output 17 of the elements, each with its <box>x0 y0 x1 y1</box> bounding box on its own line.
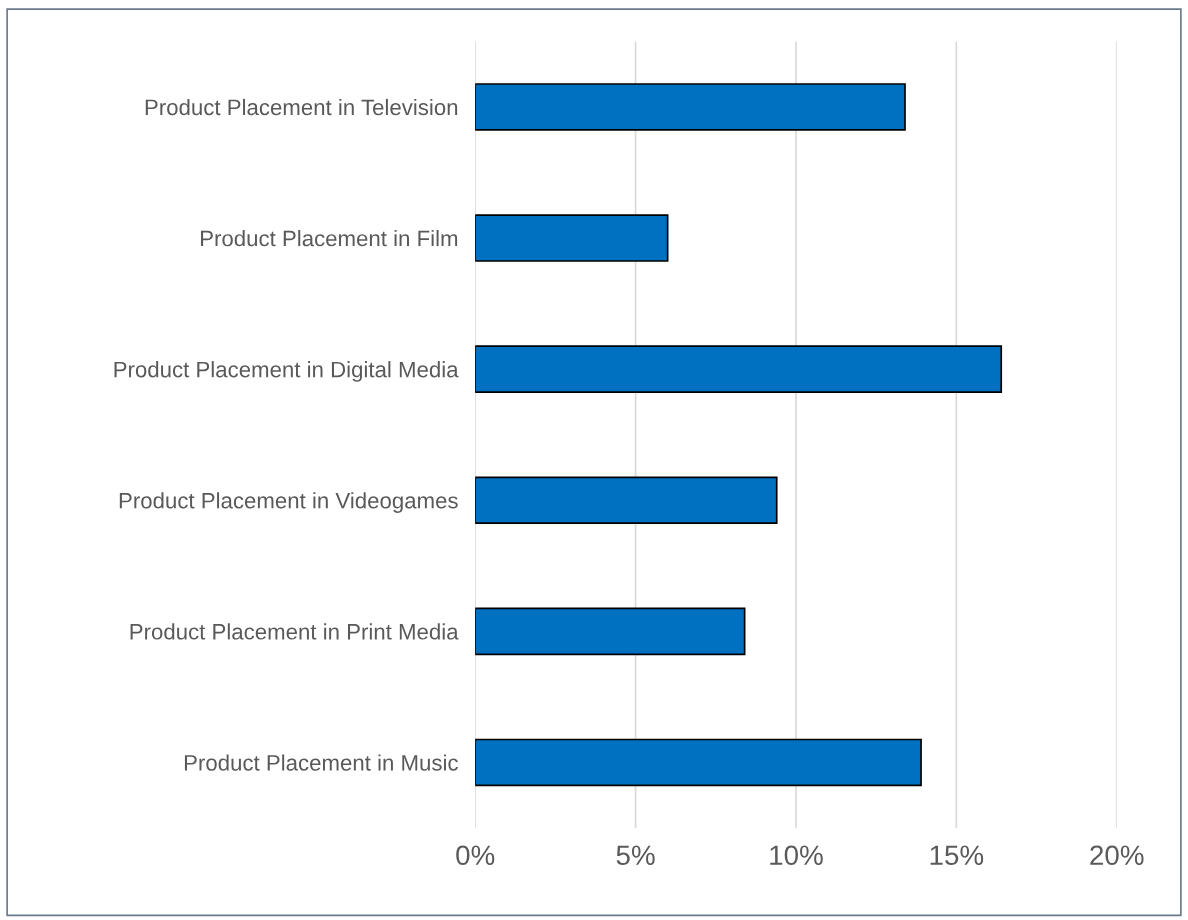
x-tick-label: 20% <box>1090 845 1144 866</box>
y-tick-label: Product Placement in Digital Media <box>114 361 459 382</box>
x-tick-label: 0% <box>456 845 495 866</box>
bar <box>475 476 778 525</box>
y-tick-label: Product Placement in Film <box>201 230 458 247</box>
y-tick-label: Product Placement in Videogames <box>119 492 458 513</box>
bar <box>475 738 922 787</box>
y-tick-label: Product Placement in Print Media <box>130 623 459 640</box>
y-tick-label: Product Placement in Television <box>145 98 458 116</box>
bar <box>475 214 669 262</box>
y-tick-label: Product Placement in Music <box>184 754 458 771</box>
x-tick-label: 5% <box>616 845 655 866</box>
bar <box>475 83 906 131</box>
bar <box>475 345 1003 393</box>
bar <box>475 607 746 656</box>
x-tick-label: 15% <box>930 845 984 866</box>
x-tick-label: 10% <box>770 845 823 866</box>
